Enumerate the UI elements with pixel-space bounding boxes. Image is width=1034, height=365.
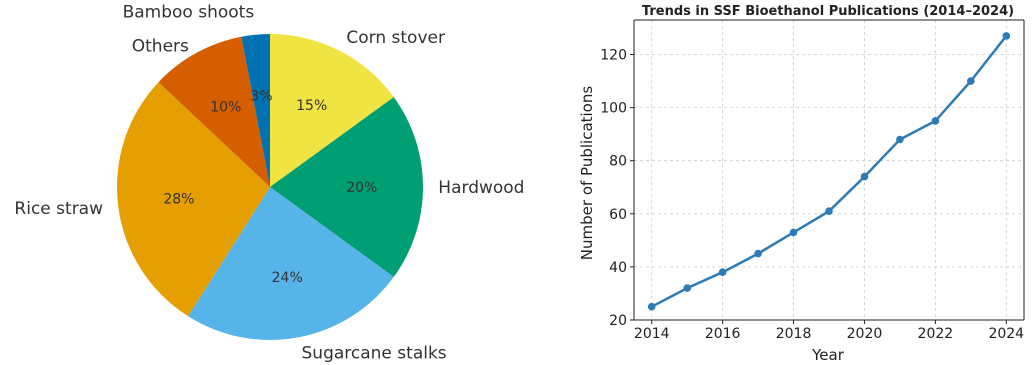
pie-chart: 15% Corn stover 20% Hardwood 24% Sugarcane st…: [14, 2, 524, 363]
data-point: [860, 172, 869, 181]
data-point: [1002, 32, 1011, 40]
grid-lines: [634, 20, 1024, 321]
data-point: [967, 77, 975, 85]
pie-percent-label-others: 10%: [210, 100, 241, 116]
pie-percent-label-corn-stover: 15%: [296, 98, 327, 114]
x-tick-label: 2014: [634, 326, 670, 342]
data-point: [789, 228, 798, 237]
pie-percent-label-rice-straw: 28%: [163, 192, 194, 208]
pie-category-label-others: Others: [132, 37, 189, 57]
pie-slice-hardwood: [270, 97, 423, 277]
y-tick-label: 80: [609, 154, 627, 170]
pie-category-label-corn-stover: Corn stover: [346, 28, 445, 48]
pie-percent-label-sugarcane-stalks: 24%: [272, 270, 303, 286]
x-tick-label: 2020: [847, 326, 883, 342]
y-axis-label: Number of Publications: [578, 86, 596, 261]
pie-category-label-sugarcane-stalks: Sugarcane stalks: [302, 343, 447, 363]
x-axis-label: Year: [811, 346, 845, 364]
pie-slice-rice-straw: [117, 82, 270, 317]
data-point: [683, 284, 691, 292]
data-point: [718, 268, 727, 277]
pie-slice-others: [158, 36, 270, 188]
x-tick-label: 2016: [705, 326, 741, 342]
y-tick-label: 120: [600, 48, 627, 64]
pie-percent-label-hardwood: 20%: [346, 180, 377, 196]
pie-category-label-bamboo-shoots: Bamboo shoots: [123, 2, 255, 22]
data-point: [896, 135, 904, 144]
data-point: [647, 302, 656, 311]
pie-slice-bamboo-shoots: [241, 34, 270, 187]
pie-category-label-hardwood: Hardwood: [438, 178, 524, 198]
y-tick-label: 40: [609, 260, 627, 276]
x-tick-label: 2024: [988, 326, 1024, 342]
x-tick-label: 2018: [776, 326, 812, 342]
data-point: [931, 117, 940, 125]
line-chart-title: Trends in SSF Bioethanol Publications (2…: [642, 4, 1014, 19]
y-tick-label: 60: [609, 207, 627, 223]
publications-line: [651, 35, 1008, 308]
x-tick-label: 2022: [918, 326, 954, 342]
pie-slice-sugarcane-stalks: [188, 187, 394, 340]
y-tick-label: 20: [609, 313, 627, 329]
y-tick-label: 100: [600, 101, 627, 117]
data-point: [754, 249, 762, 258]
pie-category-label-rice-straw: Rice straw: [14, 199, 103, 219]
data-point: [825, 207, 833, 215]
pie-percent-label-bamboo-shoots: 3%: [250, 89, 272, 105]
pie-slice-corn-stover: [270, 34, 394, 187]
